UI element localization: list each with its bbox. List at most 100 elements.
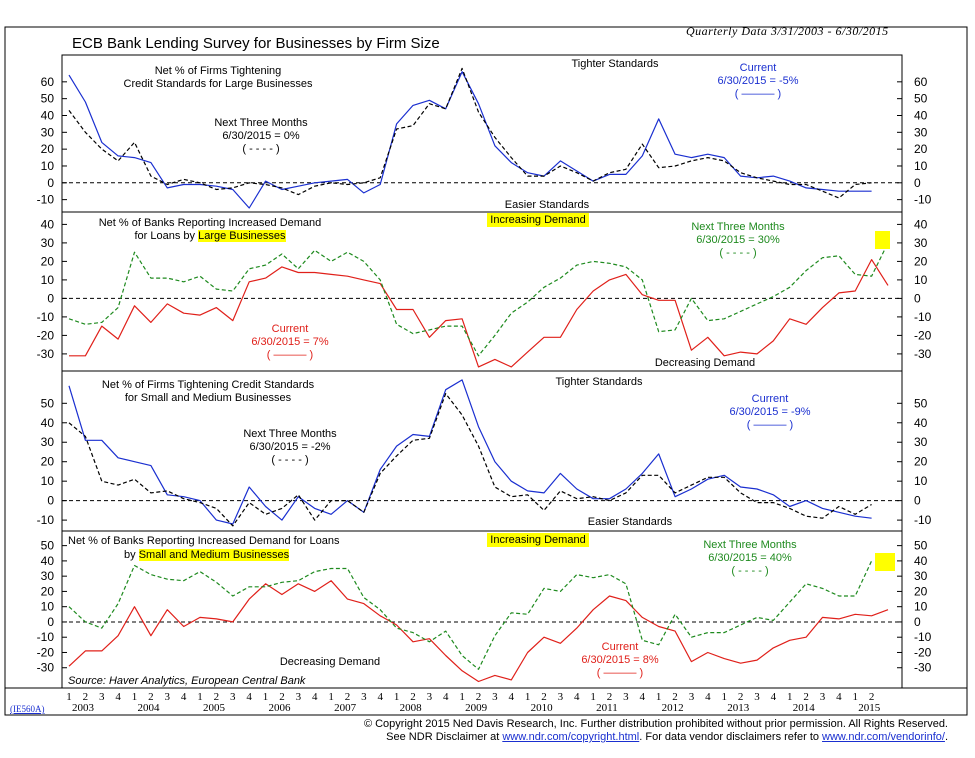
series-next-line (68, 560, 873, 670)
x-year-label: 2014 (793, 702, 816, 714)
y-tick-label: 50 (914, 92, 928, 106)
p4-title-line2-text: by (124, 549, 136, 561)
y-tick-label: 10 (41, 159, 55, 173)
chart-code-link[interactable]: (IE560A) (10, 704, 45, 714)
p1-current-label: Current 6/30/2015 = -5% ( ——— ) (693, 62, 823, 101)
x-quarter-label: 2 (607, 691, 613, 703)
y-tick-label: 20 (914, 584, 928, 598)
y-tick-label: 20 (914, 254, 928, 268)
p4-next-label: Next Three Months 6/30/2015 = 40% ( - - … (680, 539, 820, 578)
p4-next-value: 6/30/2015 = 40% (708, 552, 792, 564)
x-year-label: 2006 (269, 702, 292, 714)
y-tick-label: 40 (41, 217, 55, 231)
p4-title: Net % of Banks Reporting Increased Deman… (68, 534, 339, 562)
x-quarter-label: 3 (820, 691, 826, 703)
p4-decreasing-note: Decreasing Demand (279, 656, 381, 668)
p1-title-line2: Credit Standards for Large Businesses (123, 78, 313, 90)
x-year-label: 2013 (727, 702, 750, 714)
y-tick-label: 40 (41, 416, 55, 430)
copyright-link[interactable]: www.ndr.com/copyright.html (502, 731, 640, 743)
series-next-line (68, 393, 872, 527)
x-quarter-label: 3 (558, 691, 564, 703)
x-quarter-label: 2 (345, 691, 351, 703)
p2-title-highlight: Large Businesses (198, 230, 286, 242)
x-quarter-label: 2 (410, 691, 416, 703)
p4-title-highlight: Small and Medium Businesses (138, 549, 290, 561)
p4-current-legend: ( ——— ) (596, 667, 644, 679)
y-tick-label: 0 (914, 291, 921, 305)
p2-current-legend: ( ——— ) (266, 349, 314, 361)
x-quarter-label: 2 (83, 691, 89, 703)
y-tick-label: 30 (914, 125, 928, 139)
p2-title-line2-text: for Loans by (134, 230, 196, 242)
y-tick-label: 10 (914, 474, 928, 488)
y-tick-label: -30 (37, 661, 55, 675)
y-tick-label: -20 (37, 645, 55, 659)
y-tick-label: 30 (914, 236, 928, 250)
y-tick-label: 0 (47, 176, 54, 190)
p1-current-value: 6/30/2015 = -5% (717, 75, 799, 87)
x-quarter-label: 3 (623, 691, 629, 703)
p4-latest-highlight (875, 553, 895, 571)
x-quarter-label: 4 (640, 691, 646, 703)
copyright: © Copyright 2015 Ned Davis Research, Inc… (363, 718, 948, 730)
panel-1: -10 -10 0 0 10 10 20 20 30 30 40 40 50 50 60 60 (37, 54, 932, 213)
y-tick-label: 10 (914, 273, 928, 287)
y-tick-label: 10 (914, 600, 928, 614)
p1-next-label: Next Three Months 6/30/2015 = 0% ( - - -… (196, 117, 326, 156)
x-quarter-label: 4 (574, 691, 580, 703)
y-tick-label: 50 (41, 92, 55, 106)
p2-title-line1: Net % of Banks Reporting Increased Deman… (98, 217, 322, 229)
p1-current-title: Current (739, 62, 777, 74)
y-tick-label: -30 (914, 661, 932, 675)
y-tick-label: 0 (914, 176, 921, 190)
p2-current-value: 6/30/2015 = 7% (251, 336, 329, 348)
y-tick-label: 0 (914, 494, 921, 508)
p3-next-label: Next Three Months 6/30/2015 = -2% ( - - … (225, 428, 355, 467)
disclaimer-c: . (944, 731, 948, 743)
x-quarter-label: 2 (279, 691, 285, 703)
x-year-label: 2012 (662, 702, 684, 714)
y-tick-label: 20 (914, 455, 928, 469)
x-year-label: 2003 (72, 702, 95, 714)
y-tick-label: 40 (41, 108, 55, 122)
y-tick-label: -10 (37, 193, 55, 207)
p3-current-title: Current (751, 393, 789, 405)
y-tick-label: 50 (41, 396, 55, 410)
series-current-line (68, 580, 889, 683)
p1-current-legend: ( ——— ) (734, 88, 782, 100)
p1-next-legend: ( - - - - ) (242, 143, 280, 155)
y-tick-label: -30 (914, 347, 932, 361)
y-tick-label: -10 (914, 513, 932, 527)
series-current-line (69, 259, 889, 368)
p3-current-legend: ( ——— ) (746, 419, 794, 431)
p4-increasing-note: Increasing Demand (483, 533, 593, 547)
x-quarter-label: 3 (754, 691, 760, 703)
x-quarter-label: 3 (492, 691, 498, 703)
x-year-label: 2015 (858, 702, 881, 714)
x-year-label: 2010 (531, 702, 554, 714)
disclaimer-a: See NDR Disclaimer at (386, 731, 503, 743)
y-tick-label: 0 (47, 291, 54, 305)
x-year-label: 2011 (596, 702, 618, 714)
x-quarter-label: 1 (263, 691, 269, 703)
x-year-label: 2004 (138, 702, 161, 714)
vendor-link[interactable]: www.ndr.com/vendorinfo/ (822, 731, 945, 743)
y-tick-label: 0 (914, 615, 921, 629)
x-quarter-label: 3 (361, 691, 367, 703)
y-tick-label: -30 (37, 347, 55, 361)
period-label: Quarterly Data 3/31/2003 - 6/30/2015 (686, 24, 889, 38)
p3-next-title: Next Three Months (243, 428, 337, 440)
x-quarter-label: 1 (852, 691, 858, 703)
x-quarter-label: 3 (230, 691, 236, 703)
x-quarter-label: 2 (738, 691, 744, 703)
p3-title-line1: Net % of Firms Tightening Credit Standar… (101, 379, 315, 391)
y-tick-label: 60 (914, 75, 928, 89)
x-quarter-label: 2 (476, 691, 482, 703)
x-quarter-label: 1 (656, 691, 662, 703)
x-year-label: 2008 (400, 702, 423, 714)
x-quarter-label: 2 (148, 691, 154, 703)
